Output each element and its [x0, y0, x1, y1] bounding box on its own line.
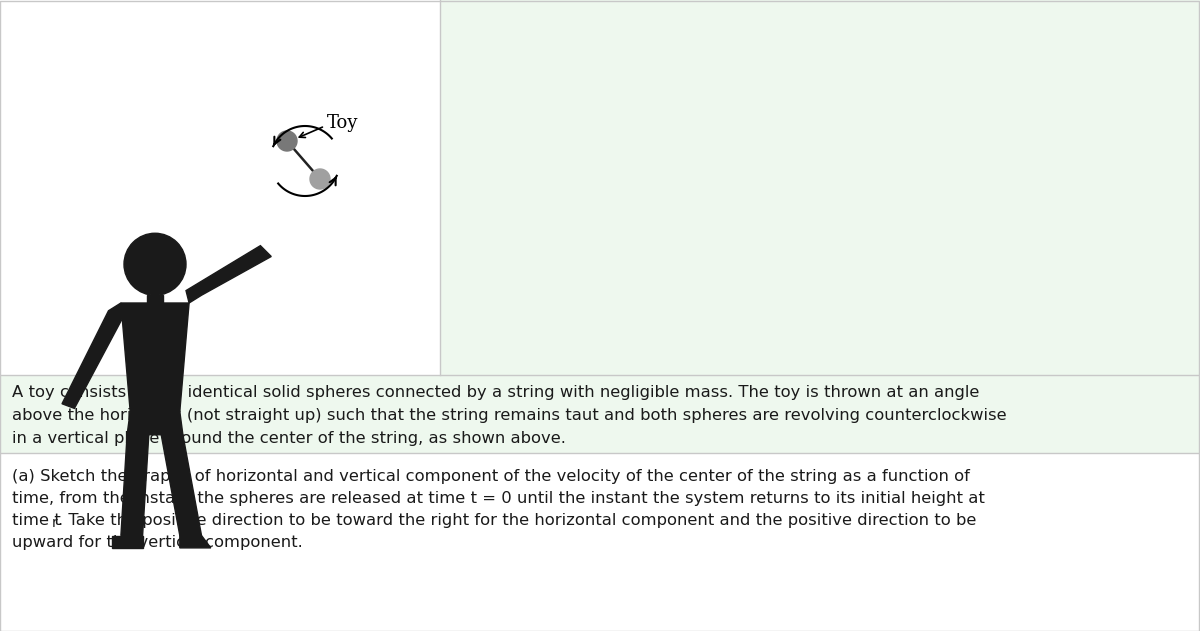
Text: A toy consists of two identical solid spheres connected by a string with negligi: A toy consists of two identical solid sp… [12, 385, 1007, 445]
Text: time t: time t [12, 513, 61, 528]
Text: Toy: Toy [326, 114, 359, 132]
Polygon shape [161, 435, 202, 536]
Polygon shape [121, 435, 149, 536]
Text: upward for the vertical component.: upward for the vertical component. [12, 535, 302, 550]
Polygon shape [112, 536, 143, 548]
Polygon shape [62, 303, 124, 408]
FancyBboxPatch shape [440, 0, 1200, 375]
Text: r: r [52, 516, 56, 530]
Text: (a) Sketch the graphs of horizontal and vertical component of the velocity of th: (a) Sketch the graphs of horizontal and … [12, 469, 970, 484]
Text: . Take the positive direction to be toward the right for the horizontal componen: . Take the positive direction to be towa… [59, 513, 977, 528]
Polygon shape [180, 536, 211, 548]
Text: time, from the instant the spheres are released at time t = 0 until the instant : time, from the instant the spheres are r… [12, 491, 985, 506]
Circle shape [277, 131, 298, 151]
Polygon shape [127, 411, 182, 435]
Circle shape [310, 169, 330, 189]
Circle shape [124, 233, 186, 295]
Polygon shape [148, 295, 163, 319]
Polygon shape [186, 245, 271, 303]
FancyBboxPatch shape [0, 375, 1200, 453]
Polygon shape [121, 303, 190, 411]
